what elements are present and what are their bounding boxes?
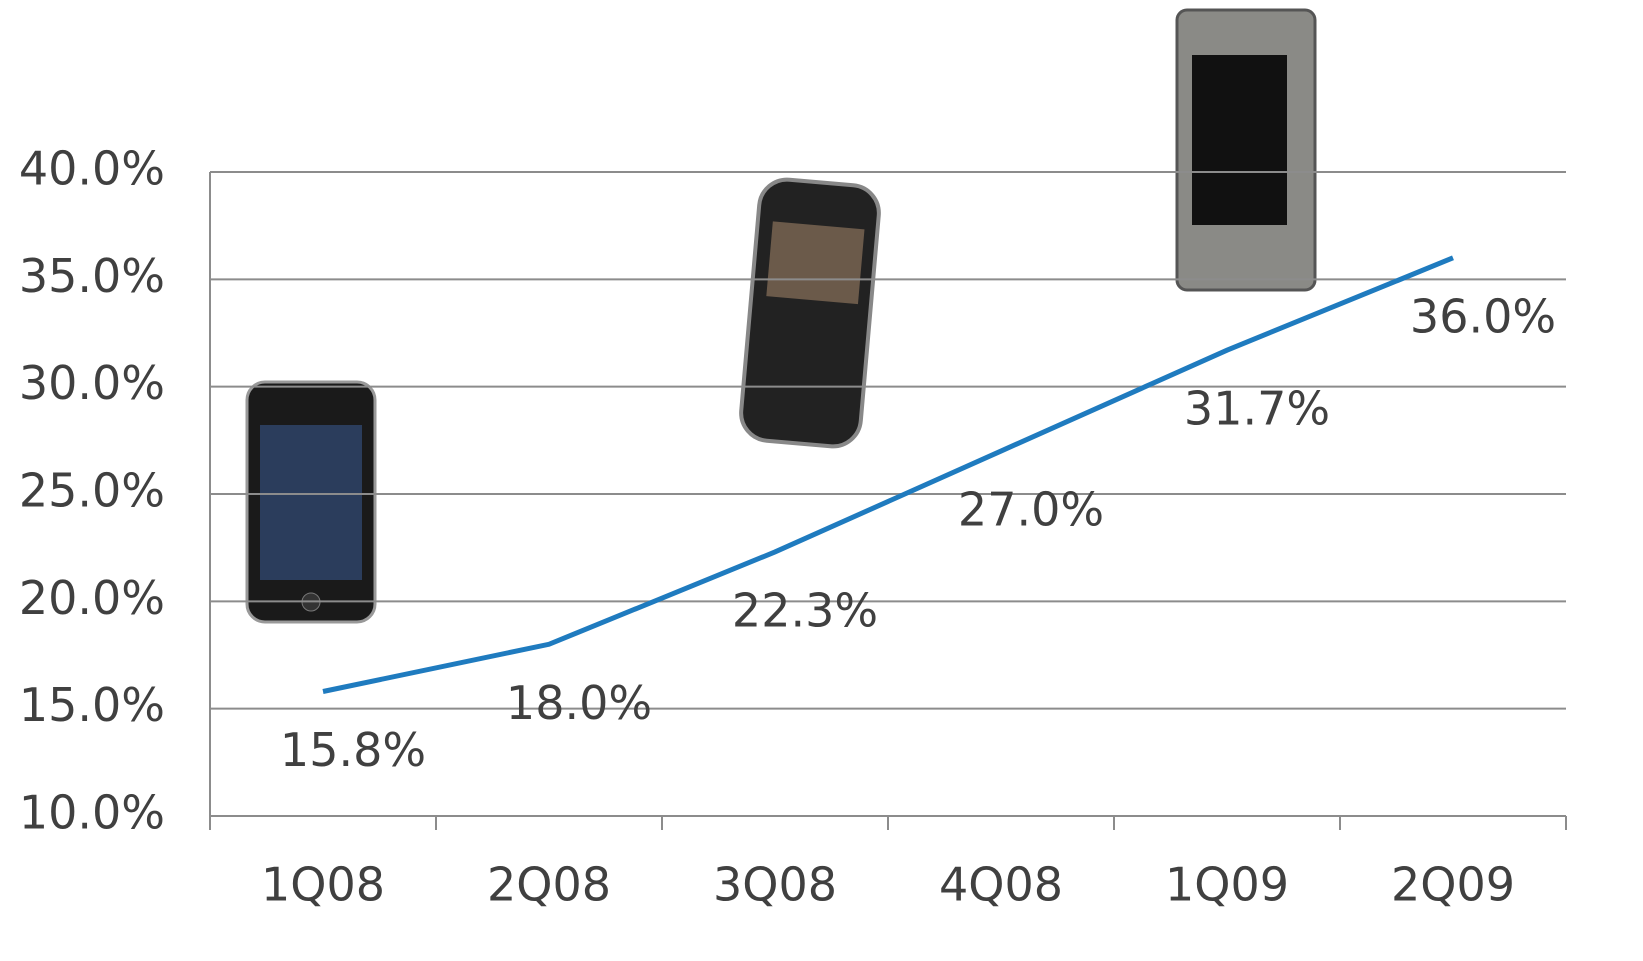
y-tick-label: 20.0%: [19, 571, 165, 625]
y-tick-label: 35.0%: [19, 249, 165, 303]
y-tick-label: 25.0%: [19, 464, 165, 518]
phone-iphone: [245, 380, 377, 624]
x-tick-label: 4Q08: [939, 858, 1063, 912]
x-tick-label: 1Q09: [1165, 858, 1289, 912]
y-tick-label: 30.0%: [19, 356, 165, 410]
data-line: [322, 255, 1454, 694]
y-tick-label: 15.0%: [19, 678, 165, 732]
data-label: 27.0%: [958, 483, 1104, 537]
data-label: 36.0%: [1410, 289, 1556, 343]
x-tick-label: 3Q08: [713, 858, 837, 912]
data-label: 22.3%: [732, 583, 878, 637]
data-label: 15.8%: [280, 723, 426, 777]
y-tick-label: 40.0%: [19, 142, 165, 196]
phone-lg: [1175, 8, 1317, 292]
phone-blackberry: [739, 177, 881, 449]
x-tick-label: 1Q08: [261, 858, 385, 912]
x-tick-label: 2Q08: [487, 858, 611, 912]
data-label: 31.7%: [1184, 382, 1330, 436]
data-label: 18.0%: [506, 676, 652, 730]
y-tick-label: 10.0%: [19, 786, 165, 840]
x-tick-label: 2Q09: [1391, 858, 1515, 912]
